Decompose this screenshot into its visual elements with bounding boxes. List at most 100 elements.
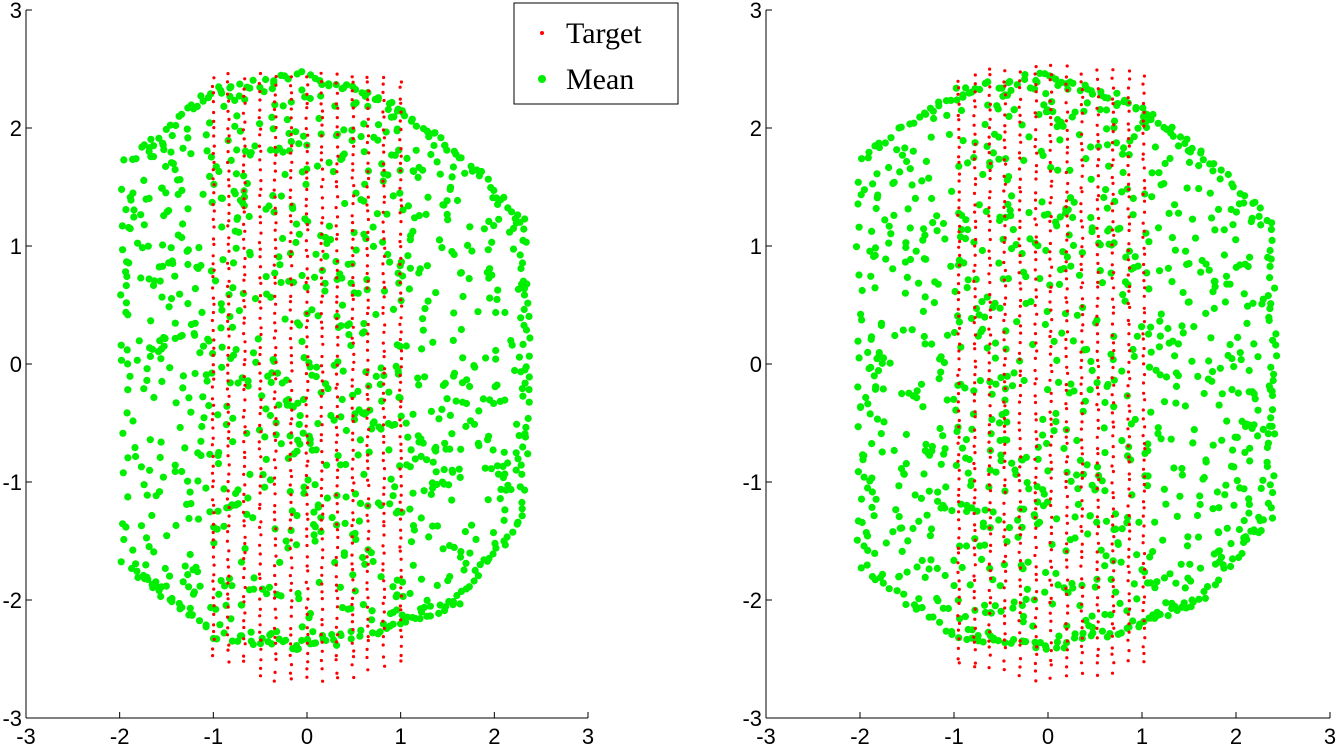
target-point — [350, 562, 354, 566]
target-point — [957, 595, 961, 599]
target-point — [274, 360, 278, 364]
mean-point — [997, 607, 1005, 615]
target-point — [1080, 304, 1084, 308]
target-point — [1033, 457, 1037, 461]
target-point — [350, 641, 354, 645]
mean-point — [1083, 461, 1091, 469]
target-point — [227, 505, 231, 510]
mean-point — [1131, 253, 1139, 261]
mean-point — [486, 396, 494, 404]
target-point — [366, 106, 370, 110]
mean-point — [979, 170, 987, 179]
target-point — [227, 334, 231, 338]
target-point — [321, 512, 325, 516]
mean-point — [939, 219, 948, 228]
target-point — [1080, 120, 1084, 124]
target-point — [1141, 235, 1145, 239]
mean-point — [1053, 222, 1061, 230]
mean-point — [981, 506, 989, 514]
mean-point — [176, 290, 184, 298]
target-point — [1110, 634, 1114, 638]
mean-point — [1195, 595, 1203, 603]
target-point — [212, 144, 216, 148]
mean-point — [433, 522, 442, 530]
target-point — [1018, 465, 1022, 469]
target-point — [1049, 122, 1053, 126]
mean-point — [1100, 193, 1108, 202]
target-point — [1002, 318, 1006, 323]
target-point — [1141, 152, 1145, 156]
mean-point — [166, 364, 174, 372]
target-point — [289, 581, 294, 585]
target-point — [1034, 207, 1038, 211]
target-point — [305, 414, 309, 418]
target-point — [1110, 243, 1114, 247]
target-point — [957, 435, 961, 439]
target-point — [383, 323, 387, 327]
mean-point — [947, 262, 955, 270]
target-point — [212, 338, 216, 342]
mean-point — [256, 83, 264, 91]
target-point — [1110, 141, 1115, 145]
target-point — [351, 168, 355, 172]
target-point — [382, 349, 386, 353]
mean-point — [901, 289, 910, 297]
target-point — [365, 140, 369, 145]
target-point — [335, 185, 339, 189]
mean-point — [119, 429, 127, 437]
target-point — [321, 249, 325, 253]
mean-point — [308, 371, 316, 379]
target-point — [1112, 535, 1116, 539]
target-point — [1142, 442, 1146, 446]
target-point — [987, 142, 992, 146]
x-tick-label: -1 — [944, 724, 964, 747]
target-point — [1049, 345, 1053, 349]
target-point — [258, 193, 262, 197]
mean-point — [963, 501, 971, 509]
mean-point — [1139, 104, 1147, 112]
target-point — [381, 128, 386, 132]
target-point — [1003, 84, 1007, 88]
target-point — [1126, 155, 1130, 159]
mean-point — [1101, 449, 1109, 457]
mean-point — [1155, 343, 1163, 351]
target-point — [1111, 585, 1115, 589]
mean-point — [1145, 285, 1153, 293]
target-point — [1142, 306, 1146, 310]
target-point — [957, 500, 961, 504]
mean-point — [308, 306, 316, 314]
mean-point — [945, 130, 954, 139]
target-point — [399, 198, 403, 202]
target-point — [258, 255, 262, 259]
mean-point — [453, 196, 462, 205]
mean-point — [165, 303, 173, 311]
target-point — [1065, 145, 1070, 149]
target-point — [289, 116, 293, 120]
target-point — [351, 276, 355, 280]
target-point — [1018, 393, 1023, 398]
target-point — [227, 643, 231, 647]
target-point — [1142, 199, 1147, 203]
mean-point — [122, 299, 130, 307]
mean-point — [1177, 560, 1185, 568]
target-point — [366, 117, 370, 121]
mean-point — [989, 508, 997, 516]
y-tick-label: -1 — [2, 470, 22, 495]
mean-point — [1003, 418, 1011, 426]
target-point — [1081, 95, 1085, 99]
target-point — [290, 160, 294, 164]
target-point — [399, 349, 404, 353]
target-point — [259, 405, 263, 409]
mean-point — [518, 512, 526, 520]
mean-point — [440, 201, 448, 209]
target-point — [212, 346, 216, 350]
mean-point — [919, 236, 927, 244]
target-point — [1018, 631, 1022, 635]
target-point — [1018, 611, 1022, 615]
target-point — [1018, 373, 1022, 377]
target-point — [242, 567, 246, 571]
target-point — [399, 232, 403, 236]
target-point — [1143, 567, 1147, 571]
mean-point — [246, 151, 254, 159]
target-point — [1033, 111, 1037, 115]
